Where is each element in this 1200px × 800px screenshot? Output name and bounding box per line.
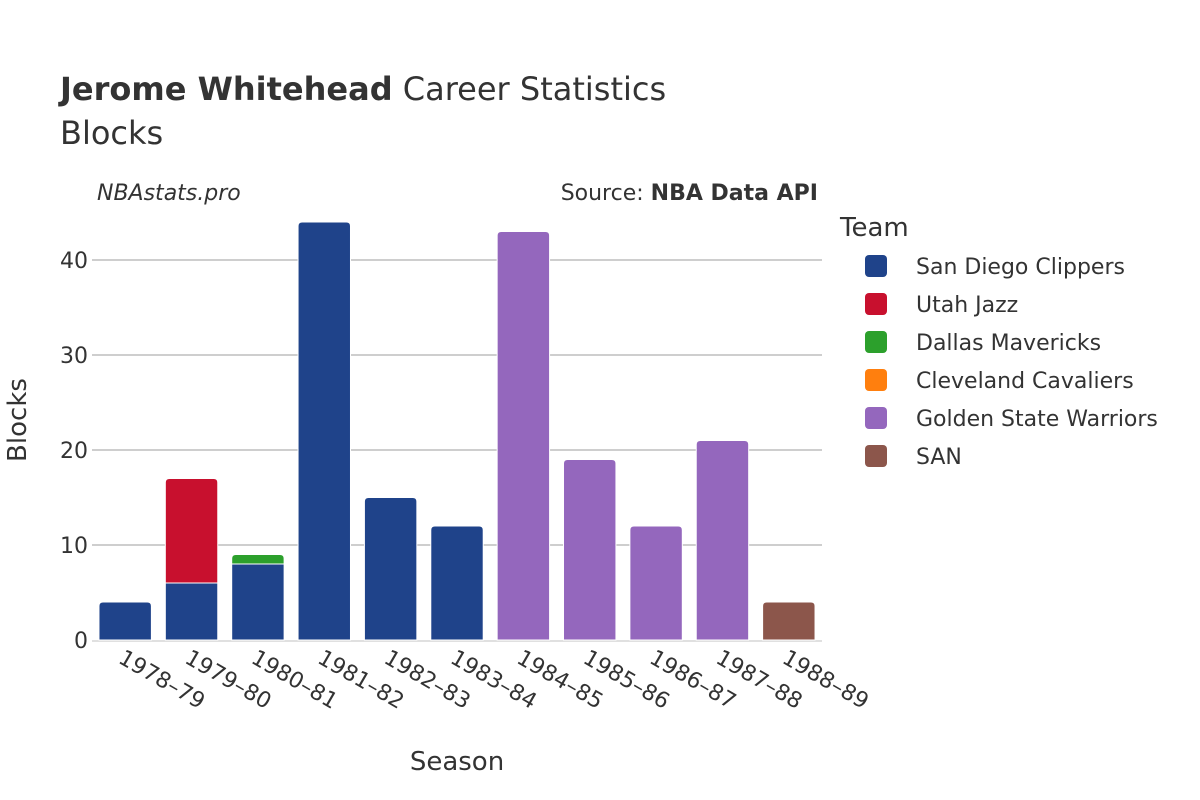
y-tick-label: 10	[60, 534, 88, 559]
legend-label: Golden State Warriors	[916, 407, 1158, 432]
y-tick-labels: 0 10 20 30 40	[60, 249, 88, 654]
source-label: Source:	[561, 181, 651, 206]
y-tick-label: 30	[60, 344, 88, 369]
y-tick-label: 0	[74, 629, 88, 654]
legend-swatch	[865, 407, 887, 429]
bar-segment	[430, 525, 484, 641]
legend: San Diego Clippers Utah Jazz Dallas Maveri…	[865, 255, 1158, 470]
bar-segment	[164, 478, 219, 584]
bar-segment	[231, 554, 285, 565]
bar-segment	[496, 231, 551, 641]
y-tick-label: 20	[60, 439, 88, 464]
x-axis-label: Season	[410, 747, 504, 777]
legend-swatch	[865, 331, 887, 353]
legend-swatch	[865, 445, 887, 467]
legend-swatch	[865, 255, 887, 277]
legend-label: Dallas Mavericks	[916, 331, 1101, 356]
chart-title: Jerome Whitehead Career Statistics	[58, 70, 666, 108]
bar-segment	[164, 582, 219, 641]
y-axis-label: Blocks	[3, 378, 33, 462]
source-credit: Source: NBA Data API	[561, 181, 818, 206]
bar-segment	[762, 601, 816, 641]
bar-segment	[363, 497, 418, 641]
x-tick-labels: 1978–791979–801980–811981–821982–831983–…	[114, 646, 872, 715]
y-tick-label: 40	[60, 249, 88, 274]
bar-segment	[563, 459, 617, 641]
watermark: NBAstats.pro	[97, 181, 241, 206]
legend-label: SAN	[916, 445, 962, 470]
legend-label: Cleveland Cavaliers	[916, 369, 1134, 394]
legend-label: Utah Jazz	[916, 293, 1018, 318]
legend-title: Team	[839, 213, 909, 243]
source-name: NBA Data API	[651, 181, 818, 206]
bar-segment	[98, 601, 152, 641]
chart-subtitle: Blocks	[60, 114, 163, 152]
legend-swatch	[865, 293, 887, 315]
chart-title-player: Jerome Whitehead	[58, 70, 393, 108]
legend-swatch	[865, 369, 887, 391]
bars	[98, 221, 816, 641]
chart-title-rest: Career Statistics	[393, 70, 667, 108]
legend-label: San Diego Clippers	[916, 255, 1125, 280]
bar-segment	[231, 563, 285, 641]
bar-segment	[629, 525, 683, 641]
bar-segment	[695, 440, 750, 641]
bar-segment	[297, 221, 351, 641]
